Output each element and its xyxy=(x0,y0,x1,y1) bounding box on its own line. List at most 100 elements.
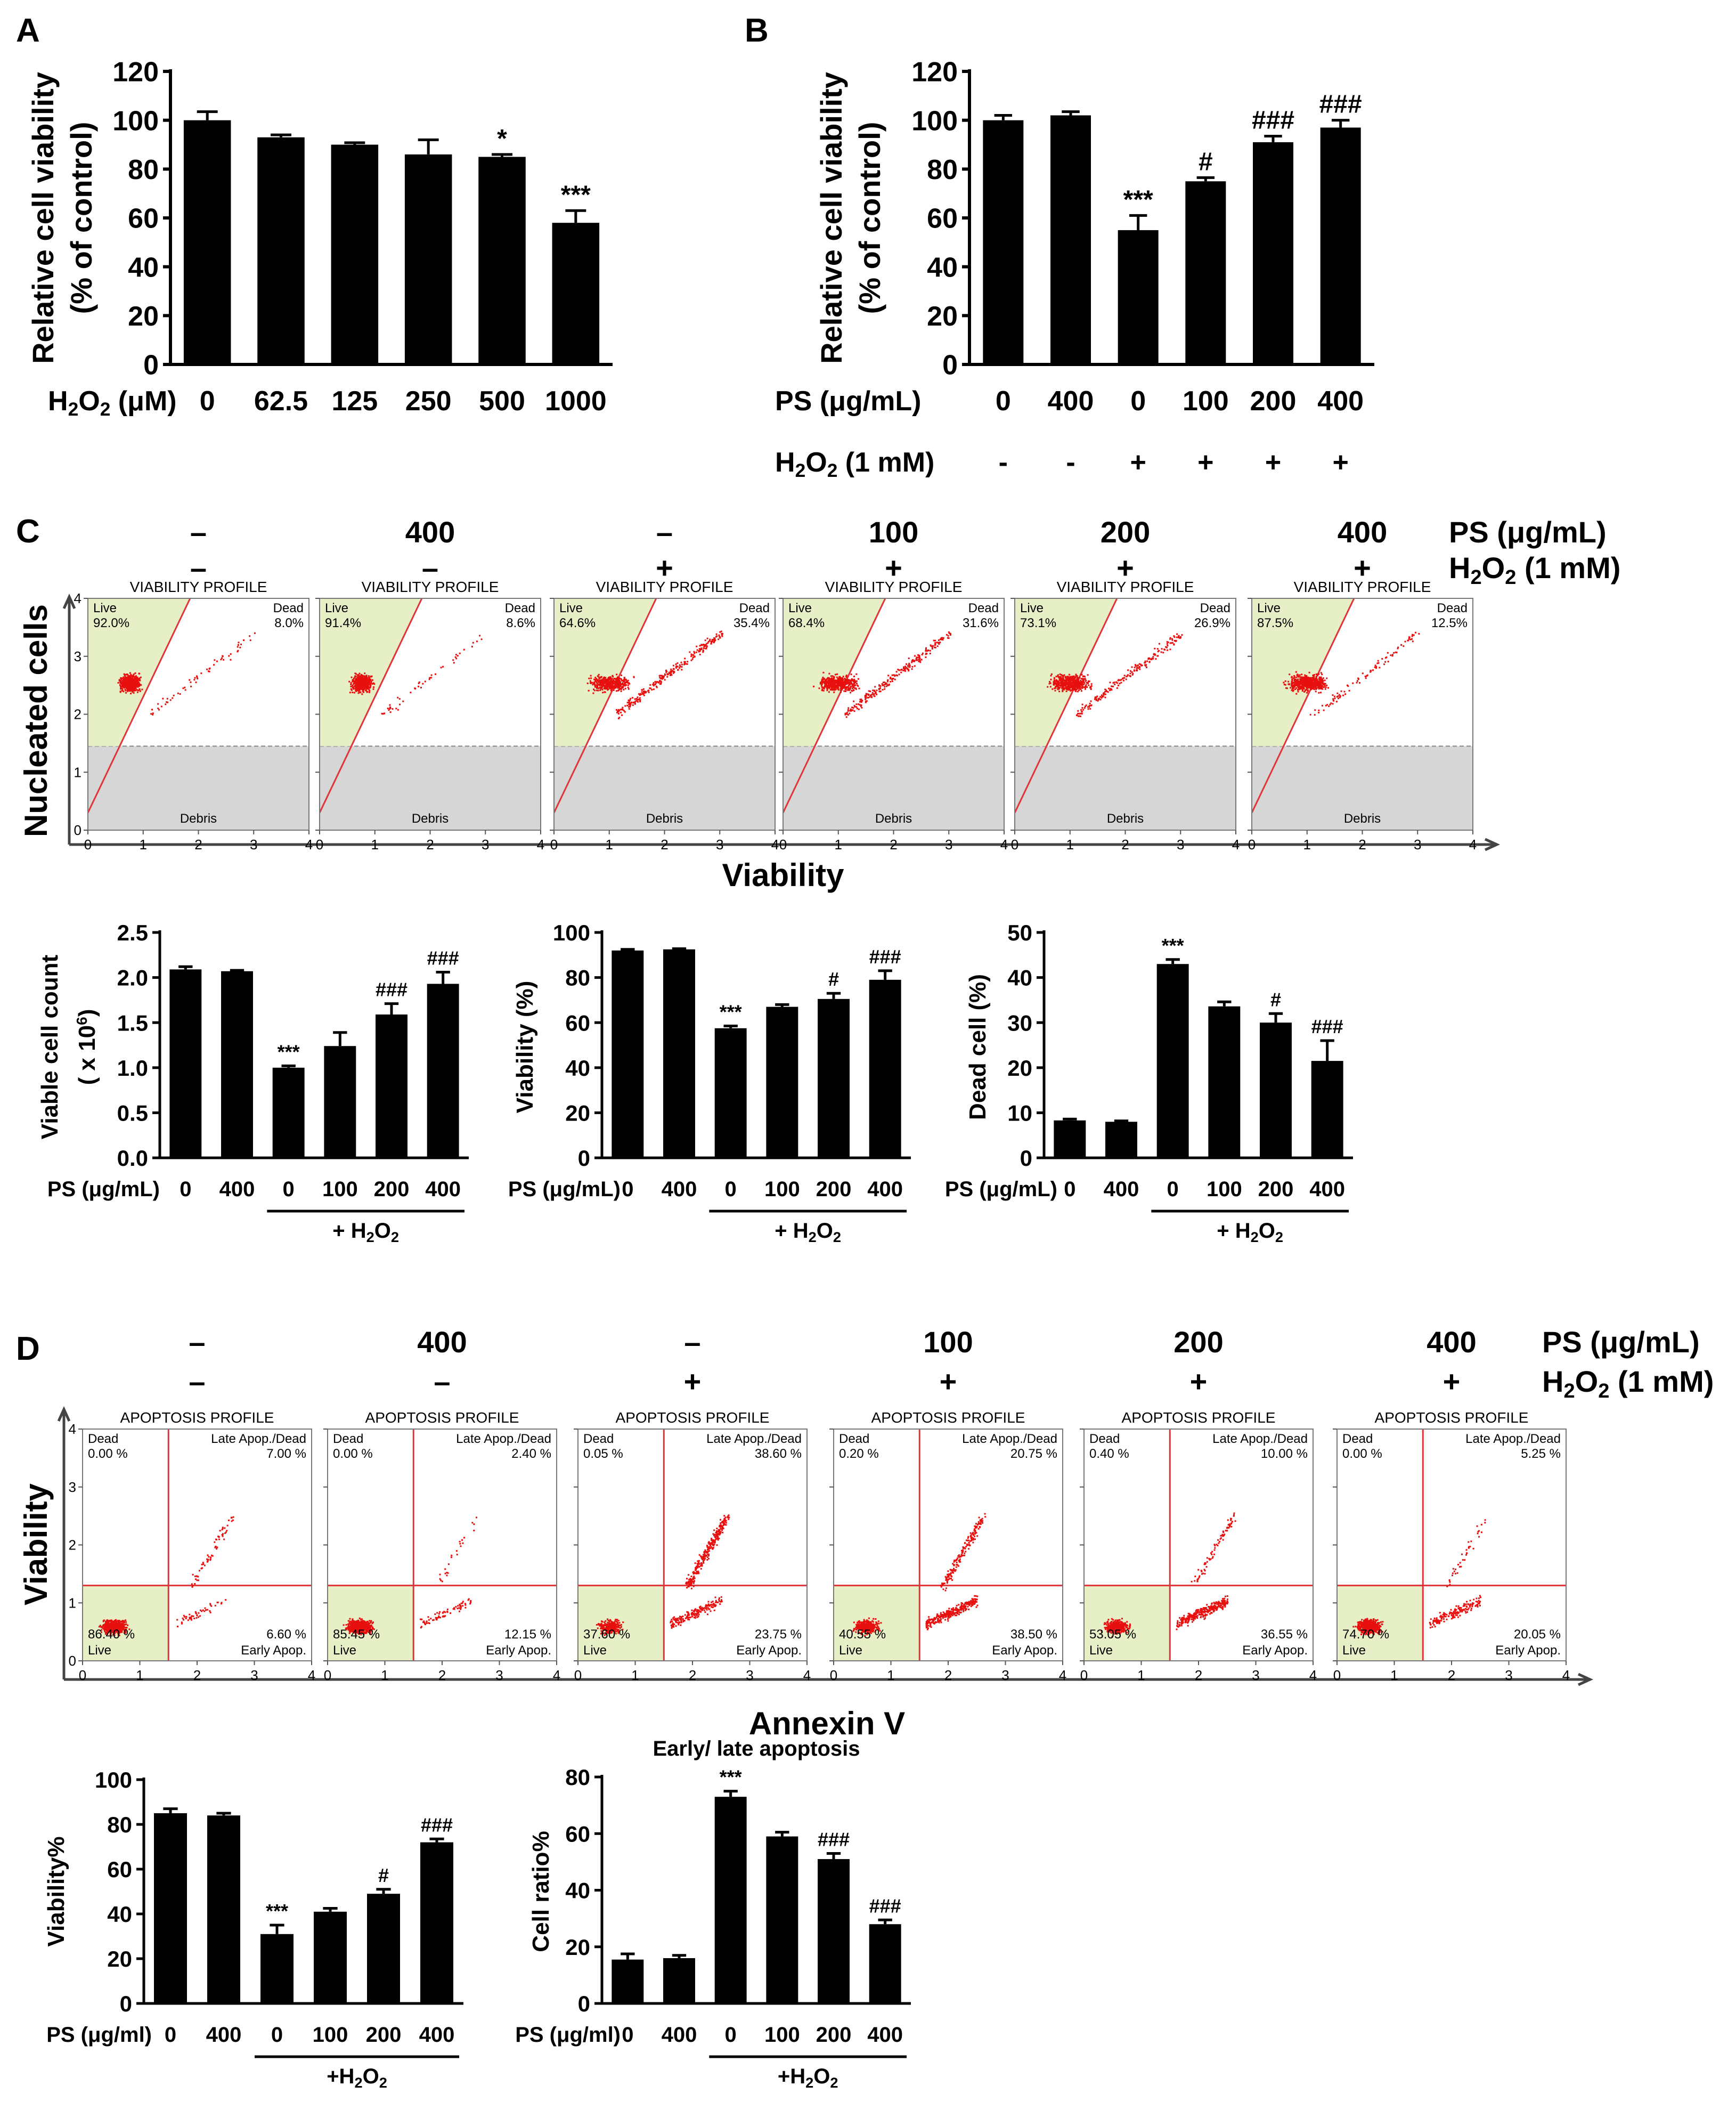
subscript: 2 xyxy=(805,2074,813,2091)
y-tick-label: 20 xyxy=(107,1946,132,1971)
x-tick-label: 200 xyxy=(374,1178,410,1201)
y-axis-label: Viability (%) xyxy=(512,981,538,1114)
ps-header: 400 xyxy=(1338,515,1387,549)
significance-mark: ### xyxy=(376,979,407,1001)
x-tick-label: 62.5 xyxy=(254,386,308,417)
subscript: 2 xyxy=(1505,566,1516,589)
text-run: O xyxy=(78,386,100,417)
h2o2-indicator: - xyxy=(1066,447,1075,478)
x-tick-label: 4 xyxy=(1469,837,1477,853)
y-tick-label: 0 xyxy=(578,1146,590,1171)
live-zone xyxy=(554,598,656,746)
bar xyxy=(1054,1120,1086,1158)
live-percent: 74.70 % xyxy=(1342,1627,1389,1642)
live-label: Live xyxy=(93,601,117,615)
unit-close: ) xyxy=(74,1009,100,1017)
subscript: 2 xyxy=(833,1229,841,1245)
early-percent: 20.05 % xyxy=(1514,1627,1561,1642)
x-tick-label: 2 xyxy=(890,837,897,853)
x-tick-label: 400 xyxy=(1309,1178,1345,1201)
live-percent: 37.60 % xyxy=(583,1627,630,1642)
y-tick-label: 60 xyxy=(107,1857,132,1882)
early-percent: 38.50 % xyxy=(1010,1627,1057,1642)
x-axis-label: Viability xyxy=(722,857,845,893)
x-tick-label: 1 xyxy=(371,837,379,853)
live-label: Live xyxy=(559,601,583,615)
x-tick-label: 3 xyxy=(482,837,489,853)
x-tick-label: 2 xyxy=(1448,1667,1455,1683)
live-percent: 40.55 % xyxy=(839,1627,886,1642)
subscript: 2 xyxy=(830,2074,838,2091)
bar xyxy=(478,157,526,364)
bar xyxy=(714,1797,747,2003)
live-percent: 73.1% xyxy=(1020,616,1056,630)
x-tick-label: 2 xyxy=(438,1667,446,1683)
bar xyxy=(260,1934,294,2003)
debris-zone xyxy=(1252,746,1473,830)
x-tick-label: 3 xyxy=(716,837,723,853)
ps-header-label: PS (μg/mL) xyxy=(1449,515,1607,549)
debris-label: Debris xyxy=(875,811,912,826)
bar xyxy=(207,1815,240,2003)
h2o2-header: + xyxy=(684,1365,702,1398)
x-tick-label: 400 xyxy=(419,2023,455,2047)
bar xyxy=(983,120,1024,364)
y-tick-label: 80 xyxy=(128,155,159,185)
y-tick-label: 0 xyxy=(74,822,81,838)
y-axis-label: Viability xyxy=(18,1483,54,1605)
bar xyxy=(663,1958,695,2003)
y-tick-label: 120 xyxy=(911,57,958,88)
subscript: 2 xyxy=(366,1229,374,1245)
h2o2-indicator: + xyxy=(1265,447,1281,478)
h2o2-header-label: H2O2 (1 mM) xyxy=(1449,551,1620,589)
x-tick-label: 1 xyxy=(1066,837,1074,853)
y-tick-label: 0 xyxy=(1020,1146,1032,1171)
y-tick-label: 0 xyxy=(120,1991,132,2016)
y-tick-label: 40 xyxy=(927,252,958,283)
y-tick-label: 40 xyxy=(1007,965,1032,991)
dead-label: Dead xyxy=(333,1432,363,1446)
live-zone xyxy=(88,598,190,746)
x-tick-label: 0 xyxy=(324,1667,331,1683)
y-tick-label: 3 xyxy=(74,648,81,664)
live-zone xyxy=(578,1585,664,1661)
text-run: H xyxy=(339,2065,355,2088)
h2o2-indicator: + xyxy=(1130,447,1146,478)
chart-B: 0 20 40 60 80 100 120 0 - 400 - *** 0 + #100 + ### 200 + ##… xyxy=(911,57,1374,478)
y-axis-label: Relative cell viability xyxy=(26,72,60,364)
text-run: (μM) xyxy=(110,386,176,417)
y-tick-label: 80 xyxy=(107,1812,132,1837)
plot-title: APOPTOSIS PROFILE xyxy=(871,1409,1025,1426)
x-tick-label: 0 xyxy=(165,2023,176,2047)
x-tick-label: 4 xyxy=(771,837,779,853)
x-tick-label: 100 xyxy=(1183,386,1229,417)
bar xyxy=(818,1859,850,2003)
event-dots xyxy=(98,1516,234,1636)
late-percent: 5.25 % xyxy=(1521,1447,1561,1461)
superscript: 6 xyxy=(74,1017,90,1025)
bar xyxy=(331,144,379,364)
y-tick-label: 20 xyxy=(565,1101,590,1126)
bar xyxy=(1253,142,1293,364)
plot-title: APOPTOSIS PROFILE xyxy=(616,1409,770,1426)
text-run: O xyxy=(817,1219,833,1243)
x-tick-label: 3 xyxy=(1505,1667,1512,1683)
dead-percent: 0.20 % xyxy=(839,1447,879,1461)
bar xyxy=(427,984,459,1158)
live-percent: 85.45 % xyxy=(333,1627,380,1642)
bar xyxy=(154,1813,187,2003)
dead-label: Dead xyxy=(1437,601,1468,615)
early-label: Early Apop. xyxy=(1495,1643,1561,1658)
bar xyxy=(663,949,695,1158)
x-tick-label: 200 xyxy=(366,2023,402,2047)
significance-mark: ### xyxy=(427,947,459,969)
y-tick-label: 80 xyxy=(927,155,958,185)
y-tick-label: 20 xyxy=(1007,1056,1032,1081)
bar xyxy=(1260,1022,1292,1158)
x-tick-label: 3 xyxy=(1252,1667,1259,1683)
x-tick-label: 0 xyxy=(1167,1178,1179,1201)
live-label: Live xyxy=(1089,1643,1113,1658)
bar xyxy=(169,969,202,1158)
